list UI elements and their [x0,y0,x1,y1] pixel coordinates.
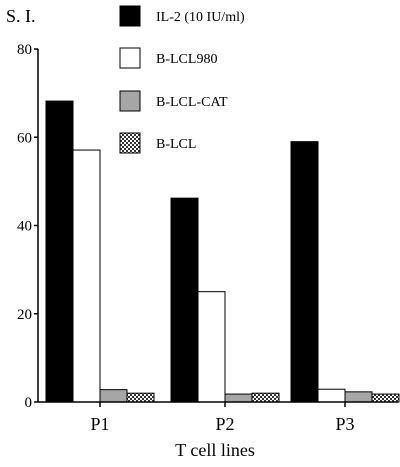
bars [45,100,400,403]
legend-swatch-2 [119,47,141,69]
bar-p2-series-1 [170,197,199,403]
x-tick-label: P2 [215,414,234,434]
x-axis-label: T cell lines [175,440,255,460]
legend-label-1: IL-2 (10 IU/ml) [156,10,245,25]
bar-p3-series-4 [371,393,400,403]
legend-swatch-1 [119,5,141,27]
bar-p2-series-3 [224,393,253,403]
x-tick-label: P3 [335,414,354,434]
axes: 0 20 40 60 80 P1 P2 P3 [17,42,398,434]
legend: IL-2 (10 IU/ml) B-LCL980 B-LCL-CAT B-LCL [119,5,245,154]
bar-p2-series-2 [197,291,226,403]
bar-p1-series-1 [45,100,74,403]
y-tick-label: 80 [17,42,32,58]
legend-label-4: B-LCL [156,137,196,152]
bar-p3-series-1 [290,141,319,403]
bar-p1-series-2 [72,149,101,403]
y-tick-label: 60 [17,130,32,146]
y-axis-label: S. I. [6,6,36,26]
legend-swatch-3 [119,90,141,112]
bar-p3-series-2 [317,388,346,403]
y-tick-label: 20 [17,307,32,323]
bar-p1-series-4 [126,392,155,403]
y-tick-label: 0 [25,395,33,411]
y-tick-label: 40 [17,219,32,235]
legend-swatch-4 [119,132,141,154]
bar-p2-series-4 [251,392,280,403]
legend-label-2: B-LCL980 [156,52,217,67]
bar-p3-series-3 [344,391,373,403]
x-tick-label: P1 [90,414,109,434]
legend-label-3: B-LCL-CAT [156,95,228,110]
bar-p1-series-3 [99,389,128,403]
